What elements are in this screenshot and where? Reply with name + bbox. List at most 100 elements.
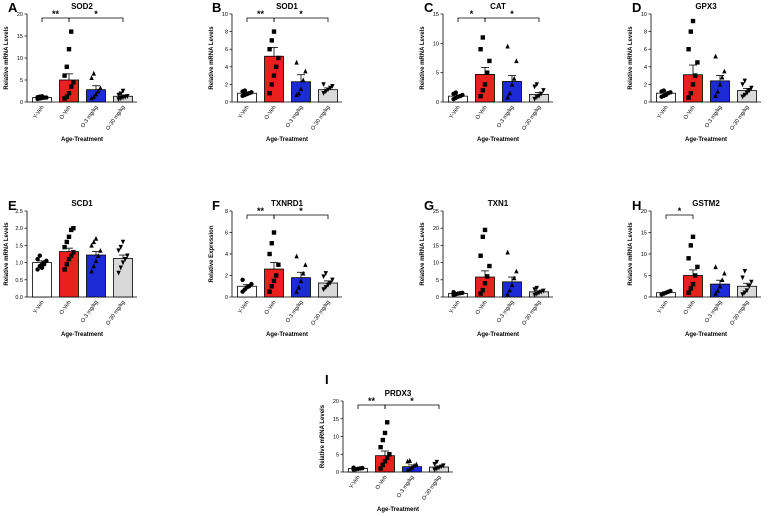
data-point <box>69 253 74 258</box>
chart-panel-i: I PRDX3 0 5 10 15 20 Relative mRNA Levels Y-Veh O… <box>320 372 453 513</box>
data-point <box>296 90 301 96</box>
data-point <box>91 94 96 99</box>
data-point <box>512 75 517 81</box>
data-point <box>42 262 47 267</box>
data-point <box>478 47 483 52</box>
data-point <box>240 277 245 282</box>
data-point <box>720 277 725 282</box>
data-point <box>276 262 281 267</box>
data-point <box>536 93 542 99</box>
data-point <box>269 284 274 289</box>
x-tick-label: Y-Veh <box>348 475 361 490</box>
significance-label: * <box>678 206 682 216</box>
panel-letter: H <box>632 198 641 213</box>
data-point <box>512 275 517 281</box>
y-axis-label: Relative mRNA Levels <box>420 26 426 90</box>
data-point <box>351 465 356 470</box>
y-axis-label: Relative mRNA Levels <box>320 404 326 468</box>
data-point <box>713 290 718 296</box>
panel-letter: G <box>424 198 434 213</box>
data-point <box>505 249 510 255</box>
y-tick-label: 6 <box>225 47 228 53</box>
data-point <box>686 256 691 261</box>
data-point <box>412 463 417 468</box>
x-tick-label: O-Veh <box>683 105 697 121</box>
chart-panel-g: G TXN1 0 5 10 15 20 25 Relative mRNA Levels Y-Veh… <box>420 198 553 338</box>
data-point <box>325 87 331 93</box>
data-point <box>380 437 385 443</box>
data-point <box>325 282 331 288</box>
y-tick-label: 15 <box>641 231 647 237</box>
data-point <box>514 58 519 64</box>
data-point <box>405 467 410 473</box>
x-tick-label: O-30 mg/kg <box>105 105 126 132</box>
y-tick-label: 4 <box>225 65 228 71</box>
data-point <box>118 91 123 97</box>
data-point <box>460 92 465 98</box>
data-point <box>478 93 483 99</box>
data-point <box>69 29 74 34</box>
significance-bracket <box>273 214 329 219</box>
x-tick-label: O-30 mg/kg <box>310 105 331 132</box>
panel-letter: A <box>8 0 18 15</box>
y-axis-label: Relative mRNA Levels <box>4 222 10 286</box>
data-point <box>382 459 388 464</box>
data-point <box>690 281 696 287</box>
panel-title: SCD1 <box>71 199 93 208</box>
data-point <box>668 90 673 95</box>
data-point <box>693 73 698 78</box>
data-point <box>66 256 72 262</box>
data-point <box>96 253 101 258</box>
data-point <box>507 90 512 96</box>
data-point <box>276 55 281 61</box>
data-point <box>509 282 515 288</box>
data-point <box>720 74 725 80</box>
data-point <box>695 264 700 270</box>
y-tick-label: 5 <box>436 71 439 77</box>
chart-panel-b: B SOD1 0 2 4 6 8 10 Relative mRNA Levels Y-Veh O-V… <box>209 0 342 143</box>
data-point <box>380 462 385 468</box>
data-point <box>414 461 419 467</box>
y-tick-label: 10 <box>333 435 339 441</box>
data-point <box>271 230 277 235</box>
y-tick-label: 0 <box>336 470 339 476</box>
y-tick-label: 0 <box>225 295 228 301</box>
data-point <box>64 262 69 267</box>
significance-bracket <box>68 17 124 22</box>
data-point <box>323 89 328 95</box>
data-point <box>507 287 512 293</box>
significance-bracket <box>665 214 694 219</box>
data-point <box>71 250 76 255</box>
data-point <box>690 234 696 239</box>
x-axis-label: Age-Treatment <box>266 137 308 143</box>
y-tick-label: 4 <box>225 252 228 258</box>
data-point <box>478 253 483 258</box>
y-tick-label: 6 <box>644 47 647 53</box>
data-point <box>301 270 306 276</box>
x-tick-label: O-3 mg/kg <box>396 475 416 499</box>
data-point <box>514 268 519 274</box>
y-tick-label: 5 <box>336 452 339 458</box>
data-point <box>120 239 126 245</box>
y-tick-label: 15 <box>433 243 439 249</box>
data-point <box>715 287 720 293</box>
panel-letter: B <box>212 0 221 15</box>
data-point <box>93 91 99 97</box>
y-tick-label: 8 <box>225 209 228 215</box>
y-tick-label: 10 <box>433 41 439 47</box>
data-point <box>91 239 96 245</box>
chart-panel-a: A SOD2 0 5 10 15 20 Relative mRNA Levels Y-Veh O-… <box>4 0 137 143</box>
data-point <box>713 53 718 59</box>
x-tick-label: O-3 mg/kg <box>80 300 100 324</box>
data-point <box>378 466 383 471</box>
y-tick-label: 6 <box>225 231 228 237</box>
x-tick-label: O-Veh <box>264 105 278 121</box>
significance-bracket <box>484 17 540 22</box>
data-point <box>321 287 326 293</box>
data-point <box>269 82 274 87</box>
data-point <box>713 264 718 270</box>
data-point <box>742 78 747 84</box>
data-point <box>120 260 126 266</box>
y-tick-label: 0.5 <box>15 278 23 284</box>
